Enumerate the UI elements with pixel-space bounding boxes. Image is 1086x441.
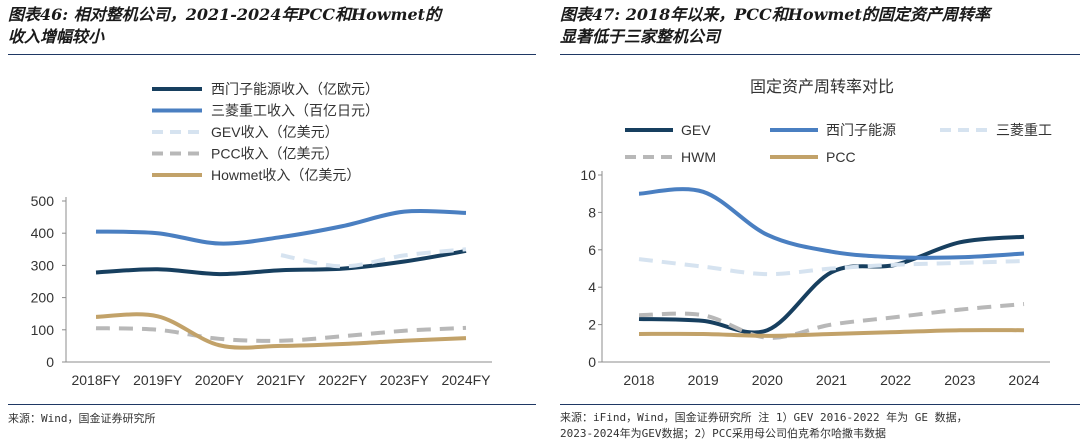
left-figure-title: 图表46: 相对整机公司，2021-2024年PCC和Howmet的 收入增幅较… — [8, 4, 536, 48]
left-title-rule — [8, 54, 536, 55]
right-x-tick-label: 2018 — [623, 372, 654, 388]
right-title-line1: 图表47: 2018年以来，PCC和Howmet的固定资产周转率 — [560, 5, 990, 24]
left-y-tick-label: 200 — [31, 290, 55, 306]
right-y-tick-label: 0 — [588, 354, 596, 370]
left-legend-label-4: PCC收入（亿美元） — [211, 146, 339, 162]
left-legend-label-1: 西门子能源收入（亿欧元） — [211, 81, 379, 97]
right-x-tick-label: 2022 — [880, 372, 911, 388]
left-series-line-5 — [95, 312, 467, 350]
left-source: 来源：Wind，国金证券研究所 — [8, 412, 156, 425]
right-legend-label-1: GEV — [681, 122, 711, 138]
right-y-tick-label: 4 — [588, 279, 596, 295]
right-legend-label-3: 三菱重工 — [996, 122, 1052, 138]
right-x-tick-label: 2024 — [1008, 372, 1039, 388]
right-legend-label-4: HWM — [681, 149, 716, 165]
left-y-tick-label: 500 — [31, 193, 55, 209]
left-series-line-3 — [280, 247, 467, 269]
right-title-line2: 显著低于三家整机公司 — [560, 27, 721, 46]
right-title-rule — [560, 54, 1080, 55]
right-figure-title: 图表47: 2018年以来，PCC和Howmet的固定资产周转率 显著低于三家整… — [560, 4, 1080, 48]
left-legend-label-3: GEV收入（亿美元） — [211, 124, 339, 140]
right-series-line-4 — [638, 302, 1025, 340]
left-y-tick-label: 400 — [31, 225, 55, 241]
right-source-rule — [560, 404, 1080, 405]
left-title-line2: 收入增幅较小 — [8, 27, 105, 46]
right-x-tick-label: 2020 — [752, 372, 783, 388]
right-legend-label-2: 西门子能源 — [826, 122, 896, 138]
left-legend-label-5: Howmet收入（亿美元） — [211, 167, 360, 183]
right-chart-title: 固定资产周转率对比 — [750, 78, 894, 96]
right-series-line-3 — [638, 257, 1025, 277]
right-source: 来源：iFind，Wind，国金证券研究所 注 1）GEV 2016-2022 … — [560, 410, 1080, 441]
right-y-tick-label: 2 — [588, 317, 596, 333]
right-y-tick-label: 6 — [588, 242, 596, 258]
right-x-tick-label: 2021 — [816, 372, 847, 388]
left-series-line-2 — [95, 208, 467, 246]
left-x-tick-label: 2020FY — [195, 372, 245, 388]
right-x-tick-label: 2023 — [944, 372, 975, 388]
right-source-line1: 来源：iFind，Wind，国金证券研究所 注 1）GEV 2016-2022 … — [560, 411, 968, 424]
left-legend-label-2: 三菱重工收入（百亿日元） — [211, 103, 379, 119]
right-legend-label-5: PCC — [826, 149, 856, 165]
left-x-tick-label: 2019FY — [133, 372, 183, 388]
right-source-line2: 2023-2024年为GEV数据；2）PCC采用母公司伯克希尔哈撒韦数据 — [560, 427, 886, 440]
left-y-tick-label: 0 — [46, 354, 54, 370]
left-title-line1: 图表46: 相对整机公司，2021-2024年PCC和Howmet的 — [8, 5, 442, 24]
left-x-tick-label: 2024FY — [441, 372, 491, 388]
left-y-tick-label: 100 — [31, 322, 55, 338]
right-series-line-1 — [638, 234, 1025, 335]
right-series-line-2 — [638, 187, 1025, 260]
right-y-tick-label: 10 — [580, 167, 596, 183]
left-y-tick-label: 300 — [31, 257, 55, 273]
left-series-line-4 — [95, 325, 467, 343]
left-x-tick-label: 2021FY — [256, 372, 306, 388]
left-x-tick-label: 2023FY — [380, 372, 430, 388]
left-source-rule — [8, 404, 536, 405]
right-x-tick-label: 2019 — [688, 372, 719, 388]
left-series-line-1 — [95, 248, 467, 277]
right-series-line-5 — [638, 328, 1025, 338]
left-x-tick-label: 2022FY — [318, 372, 368, 388]
left-x-tick-label: 2018FY — [71, 372, 121, 388]
right-y-tick-label: 8 — [588, 204, 596, 220]
